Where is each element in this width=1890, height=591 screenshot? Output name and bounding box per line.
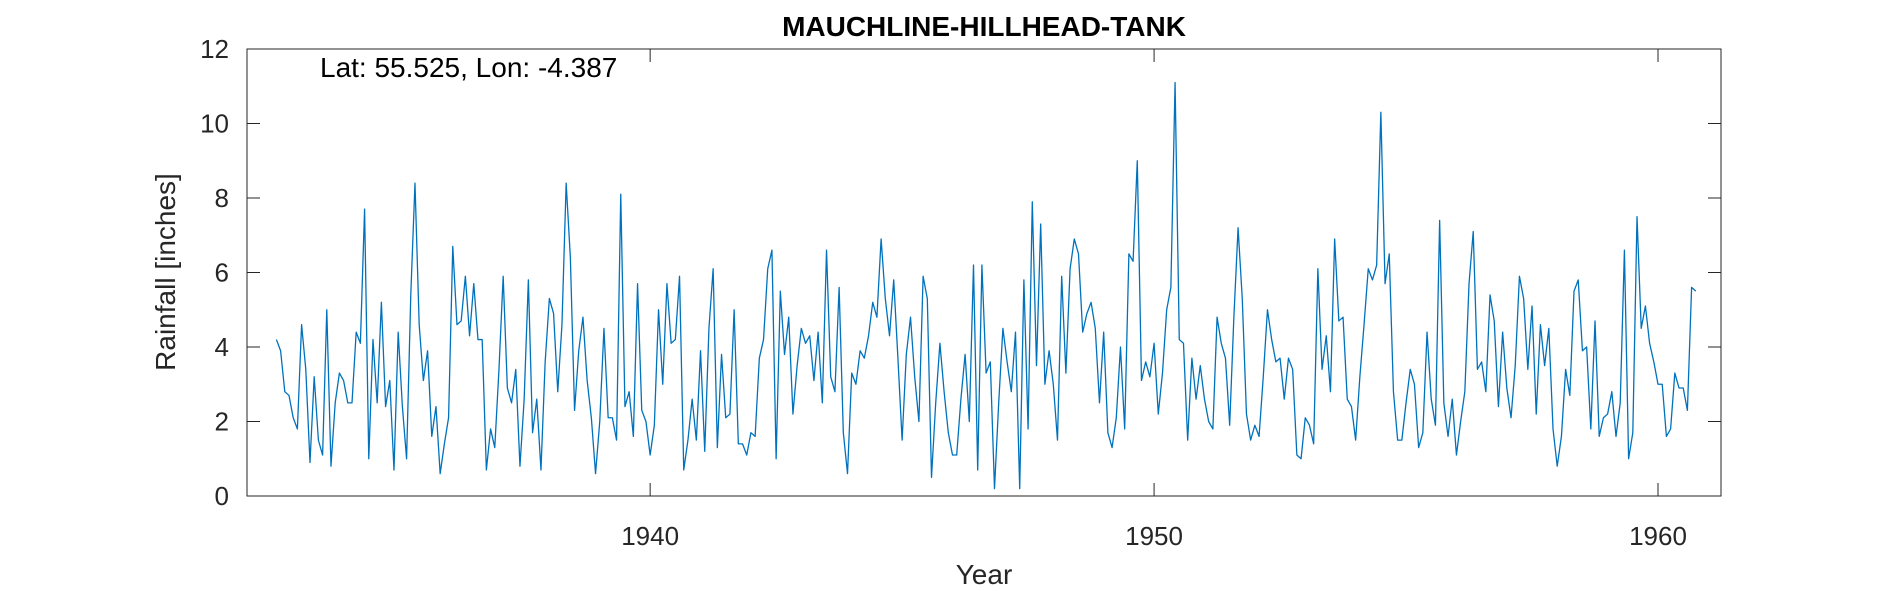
y-tick-label: 6 bbox=[215, 258, 229, 288]
x-axis-title: Year bbox=[956, 559, 1013, 590]
x-tick-label: 1960 bbox=[1629, 521, 1687, 551]
x-tick-label: 1950 bbox=[1125, 521, 1183, 551]
y-tick-label: 2 bbox=[215, 407, 229, 437]
x-axis: 1940 1950 1960 bbox=[621, 49, 1687, 551]
chart-title: MAUCHLINE-HILLHEAD-TANK bbox=[782, 11, 1186, 42]
y-tick-label: 0 bbox=[215, 481, 229, 511]
plot-frame bbox=[246, 48, 1722, 497]
y-tick-label: 8 bbox=[215, 183, 229, 213]
y-tick-label: 12 bbox=[200, 34, 229, 64]
series-group bbox=[275, 81, 1697, 490]
location-annotation: Lat: 55.525, Lon: -4.387 bbox=[320, 52, 617, 83]
y-axis: 0 2 4 6 8 10 12 bbox=[200, 34, 1721, 511]
rainfall-series-line bbox=[275, 81, 1697, 490]
x-tick-label: 1940 bbox=[621, 521, 679, 551]
y-axis-title: Rainfall [inches] bbox=[150, 173, 181, 371]
y-tick-label: 4 bbox=[215, 332, 229, 362]
plot-area bbox=[246, 48, 1722, 497]
y-tick-label: 10 bbox=[200, 109, 229, 139]
